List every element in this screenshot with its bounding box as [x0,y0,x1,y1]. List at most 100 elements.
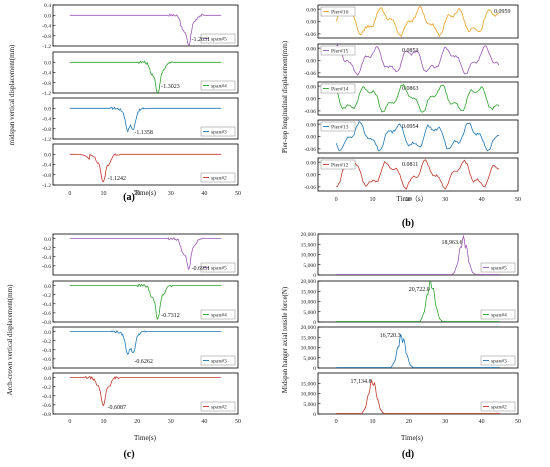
x-tick-label: 20 [406,419,412,425]
y-tick-label: 0.00 [306,97,316,103]
y-tick-label: -0.8 [42,34,51,40]
x-tick-label: 40 [201,191,207,197]
y-tick-label: 0.0 [44,152,51,158]
y-tick-label: -1.2 [42,137,51,143]
legend: span#2 [200,401,236,412]
x-tick-label: 30 [168,191,174,197]
y-tick-label: 0 [313,273,316,279]
legend-label: span#3 [211,130,227,136]
y-tick-label: 0 [313,366,316,372]
legend: span#2 [200,172,236,183]
x-tick-label: 10 [370,419,376,425]
series-line [69,375,222,407]
peak-label: -0.6262 [134,359,153,365]
y-tick-label: -0.6 [42,264,51,270]
subplot-1-2: 0.06 0.00 -0.06 Pier#14 0.0863 [304,81,519,116]
y-tick-label: -0.6 [42,311,51,317]
x-tick-label: 50 [235,419,241,425]
legend-label: span#5 [211,37,227,43]
x-tick-label: 0 [68,419,71,425]
peak-label: -0.6951 [192,266,211,272]
subplot-3-2: 20,000 15,000 10,000 5,000 0 span#3 16,720.3 [301,325,519,372]
x-tick-label: 30 [442,419,448,425]
y-axis-label: midspan vertical displacement(mm) [8,44,16,145]
subplot-2-0: 0.0 -0.2 -0.4 -0.6 span#5-0.6951 [42,233,239,276]
subplot-1-0: 0.06 0.00 -0.06 Pier#16 0.0959 [304,4,519,39]
legend-label: span#2 [211,405,227,411]
x-tick-label: 0 [335,197,338,203]
legend-label: span#5 [491,266,507,272]
series-line [335,5,500,38]
y-tick-label: 15,000 [301,242,317,248]
y-tick-label: -0.2 [42,293,51,299]
panel-label: (d) [402,449,414,460]
series-line [336,378,500,414]
legend: Pier#14 [320,83,356,94]
y-tick-label: 10,000 [301,346,317,352]
x-tick-label: 10 [100,419,106,425]
panel-1: 0.06 0.00 -0.06 Pier#16 0.0959 0.06 0.00 -0.06 P… [281,4,521,229]
legend-box [200,355,236,366]
y-tick-label: 20,000 [301,325,317,331]
y-tick-label: -0.8 [42,81,51,87]
y-tick-label: -1.2 [42,44,51,50]
series-line [69,13,222,47]
y-tick-label: 20,000 [301,279,317,285]
legend: span#4 [480,309,516,320]
legend-label: Pier#13 [331,125,349,131]
subplot-0-3: 0.0 -0.4 -0.8 -1.2 span#2 -1.1242 [42,143,239,189]
y-tick-label: -0.4 [42,163,51,169]
y-tick-label: 0.06 [306,7,316,13]
legend: span#5 [480,262,516,273]
x-tick-label: 0 [335,419,338,425]
panel-label: (a) [123,192,135,203]
y-tick-label: 0.00 [306,59,316,65]
y-tick-label: -0.8 [42,320,51,326]
y-tick-label: 0.0 [44,376,51,382]
y-tick-label: -0.2 [42,246,51,252]
legend-box [480,401,516,412]
y-tick-label: 0.00 [306,173,316,179]
peak-label: -0.6087 [107,405,126,411]
y-tick-label: 0.0 [44,13,51,19]
y-axis-label: Arch-crown vertical displacement(mm) [6,284,14,395]
legend-box [200,401,236,412]
peak-label: 16,720.3 [380,333,401,339]
legend-box [480,262,516,273]
legend-label: span#4 [491,313,507,319]
legend-box [200,33,236,44]
series-line [69,329,222,355]
y-tick-label: 0 [313,412,316,418]
series-line [69,153,222,183]
x-tick-label: 40 [479,197,485,203]
subplot-2-3: 0.0 -0.2 -0.4 -0.6 -0.8 span#2 -0.6087 [42,372,239,418]
y-axis-label: Midspan hanger axial tensile force(N) [281,286,289,393]
x-tick-label: 20 [134,419,140,425]
panel-label: (b) [402,218,414,229]
y-tick-label: -0.8 [42,366,51,372]
peak-label: 0.0811 [402,162,418,168]
legend: span#5 [200,262,236,273]
panel-0: 0.4 0.0 -0.4 -0.8 -1.2 span#5-1.2631 0.0 -0.4 -0… [8,3,241,203]
legend-box [200,262,236,273]
subplot-0-2: 0.0 -0.4 -0.8 -1.2 span#3 -1.1358 [42,97,239,143]
legend-box [320,6,356,17]
y-tick-label: -0.8 [42,173,51,179]
y-tick-label: -0.06 [304,109,316,115]
peak-label: 0.0853 [402,48,419,54]
peak-label: 0.0954 [402,124,419,130]
y-tick-label: -0.4 [42,348,51,354]
legend-label: span#3 [491,359,507,365]
series-line [69,106,222,133]
legend: span#3 [200,355,236,366]
y-tick-label: -0.6 [42,403,51,409]
subplot-3-0: 20,000 15,000 10,000 5,000 0 span#5 18,963.6 [301,232,519,279]
legend-label: Pier#14 [331,87,349,93]
y-tick-label: -1.2 [42,183,51,189]
legend: Pier#13 [320,121,356,132]
series-line [69,237,222,270]
y-tick-label: -0.4 [42,71,51,77]
subplot-2-1: 0.0 -0.2 -0.4 -0.6 -0.8 span#4 -0.7312 [42,280,239,326]
y-tick-label: -0.06 [304,185,316,191]
series-line [335,120,500,152]
